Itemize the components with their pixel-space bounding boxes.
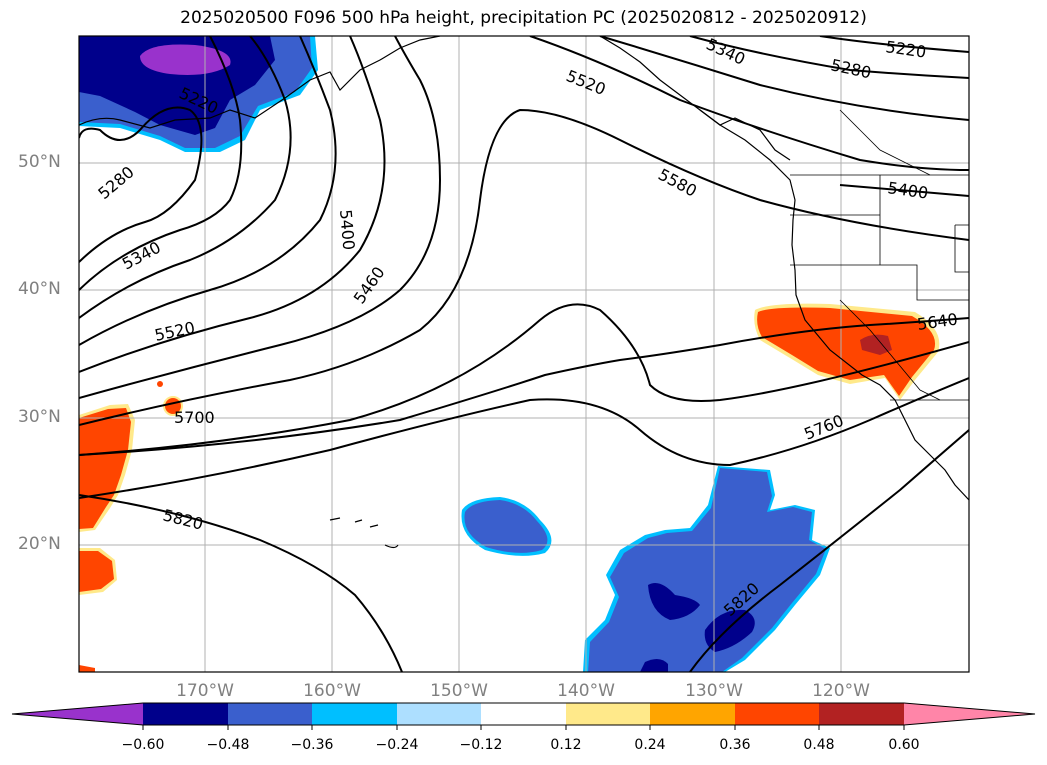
colorbar-extension-high (904, 703, 1035, 725)
precip-shading-california (754, 303, 940, 400)
colorbar-tick-label: −0.12 (459, 737, 503, 753)
political-boundaries (790, 109, 969, 401)
colorbar-tick-label: 0.12 (550, 737, 582, 753)
longitude-label: 140°W (557, 681, 615, 701)
colorbar-extension-low (12, 703, 143, 725)
gridlines (79, 36, 969, 672)
longitude-label: 150°W (430, 681, 488, 701)
height-contours (79, 36, 969, 672)
colorbar-tick-label: −0.36 (290, 737, 334, 753)
latitude-label: 50°N (18, 152, 61, 172)
colorbar-swatch (566, 703, 650, 725)
plot-frame (78, 35, 970, 673)
colorbar-swatch (312, 703, 397, 725)
contour-label: 5700 (174, 408, 215, 427)
colorbar-swatch (228, 703, 312, 725)
colorbar-swatch (397, 703, 481, 725)
latitude-label: 20°N (18, 534, 61, 554)
colorbar-tick-label: 0.60 (888, 737, 920, 753)
precip-shading-hawaii-blob (461, 497, 552, 556)
latitude-label: 30°N (18, 407, 61, 427)
precip-shading-east-pacific (583, 466, 830, 672)
colorbar-swatch (481, 703, 566, 725)
colorbar (11, 702, 1036, 730)
longitude-label: 120°W (812, 681, 870, 701)
colorbar-tick-label: −0.48 (206, 737, 250, 753)
colorbar-tick-label: 0.24 (634, 737, 666, 753)
latitude-label: 40°N (18, 279, 61, 299)
colorbar-tick-label: −0.24 (375, 737, 419, 753)
colorbar-tick-label: 0.48 (803, 737, 835, 753)
precip-shading-west-pacific (79, 381, 183, 672)
longitude-label: 130°W (685, 681, 743, 701)
longitude-label: 170°W (176, 681, 234, 701)
colorbar-swatch (735, 703, 819, 725)
colorbar-swatch (143, 703, 228, 725)
contour-label: 5400 (336, 209, 358, 251)
colorbar-tick-label: −0.60 (121, 737, 165, 753)
map-title: 2025020500 F096 500 hPa height, precipit… (180, 8, 867, 28)
precip-shading-alaska (79, 36, 318, 152)
longitude-label: 160°W (303, 681, 361, 701)
colorbar-swatch (650, 703, 735, 725)
colorbar-swatch (819, 703, 904, 725)
colorbar-tick-label: 0.36 (719, 737, 751, 753)
